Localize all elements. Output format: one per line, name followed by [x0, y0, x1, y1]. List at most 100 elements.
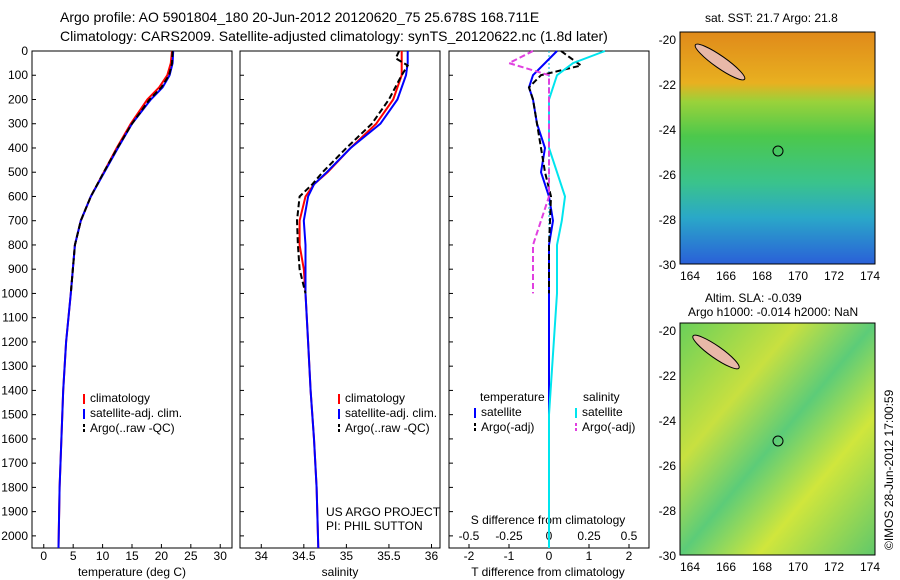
sla-map-title-2: Argo h1000: -0.014 h2000: NaN [688, 305, 858, 319]
sst-lat--24: -24 [659, 123, 677, 137]
sal-tick-36: 36 [425, 549, 439, 563]
sal-tick-34: 34 [255, 549, 269, 563]
depth-tick-0: 0 [21, 44, 28, 58]
sal-tick-35.5: 35.5 [377, 549, 401, 563]
depth-tick-1600: 1600 [1, 432, 28, 446]
sla-lat--22: -22 [659, 369, 677, 383]
diff-tick--2: -2 [464, 549, 475, 563]
temp-series-1 [57, 50, 175, 549]
depth-tick-2000: 2000 [1, 529, 28, 543]
temp-legend-1: satellite-adj. clim. [90, 406, 182, 420]
sst-map: sat. SST: 21.7 Argo: 21.8 164 166 168 170 17… [659, 11, 881, 283]
diff-top-tick--0.5: -0.5 [459, 529, 480, 543]
sst-lon-170: 170 [788, 269, 808, 283]
sla-axis-ticks: 164 166 168 170 172 174 -20 -22 -24 -26 -28 -30 [659, 324, 881, 574]
sal-legend-2: Argo(..raw -QC) [345, 421, 430, 435]
header-line2: Climatology: CARS2009. Satellite-adjuste… [60, 28, 608, 44]
diff-tick-1: 1 [586, 549, 593, 563]
sal-xlabel: salinity [322, 565, 359, 579]
sla-lat--24: -24 [659, 414, 677, 428]
depth-tick-900: 900 [8, 262, 28, 276]
temp-tick-15: 15 [125, 549, 139, 563]
sst-map-frame [679, 31, 876, 265]
diff-top-tick--0.25: -0.25 [495, 529, 523, 543]
sal-tick-35: 35 [340, 549, 354, 563]
diff-legend-t-1: Argo(-adj) [481, 420, 534, 434]
sst-lat--30: -30 [659, 258, 677, 272]
sla-map: Altim. SLA: -0.039 Argo h1000: -0.014 h2… [659, 291, 881, 574]
depth-tick-1900: 1900 [1, 505, 28, 519]
diff-legend-s-title: salinity [583, 390, 620, 404]
sla-lat--30: -30 [659, 549, 677, 563]
diff-series-2 [548, 50, 606, 548]
temp-tick-25: 25 [184, 549, 198, 563]
sst-field [680, 32, 875, 264]
sst-lat--28: -28 [659, 213, 677, 227]
temp-tick-20: 20 [155, 549, 169, 563]
header-line1: Argo profile: AO 5901804_180 20-Jun-2012… [60, 9, 539, 25]
sla-field [680, 323, 875, 555]
depth-tick-1500: 1500 [1, 408, 28, 422]
diff-top-tick-0.5: 0.5 [621, 529, 638, 543]
diff-tick--1: -1 [504, 549, 515, 563]
diff-top-tick-0.25: 0.25 [577, 529, 601, 543]
sst-lon-166: 166 [716, 269, 736, 283]
sla-lat--28: -28 [659, 504, 677, 518]
temp-tick-10: 10 [96, 549, 110, 563]
diff-tick-2: 2 [626, 549, 633, 563]
us-argo-project-note: US ARGO PROJECT [326, 505, 441, 519]
depth-tick-800: 800 [8, 238, 28, 252]
sst-lat--20: -20 [659, 33, 677, 47]
depth-tick-500: 500 [8, 165, 28, 179]
argo-location-marker [772, 145, 784, 157]
depth-tick-1300: 1300 [1, 359, 28, 373]
new-caledonia-landmass-2 [692, 334, 740, 370]
profile-panels: 0100200300400500600700800900100011001200… [1, 44, 650, 579]
diff-series-1 [527, 50, 584, 294]
sla-map-title-1: Altim. SLA: -0.039 [705, 291, 802, 305]
sst-lon-174: 174 [860, 269, 880, 283]
sla-lon-170: 170 [788, 560, 808, 574]
new-caledonia-landmass [694, 43, 746, 81]
diff-legend-s-0: satellite [582, 405, 623, 419]
depth-tick-1000: 1000 [1, 286, 28, 300]
temp-series-0 [57, 50, 173, 549]
depth-tick-1700: 1700 [1, 456, 28, 470]
depth-tick-600: 600 [8, 189, 28, 203]
sla-lon-174: 174 [860, 560, 880, 574]
sla-map-frame [679, 322, 876, 556]
diff-legend-s-1: Argo(-adj) [582, 420, 635, 434]
diff-xlabel: T difference from climatology [471, 565, 625, 579]
depth-tick-1800: 1800 [1, 480, 28, 494]
panel-frame-2 [239, 50, 441, 549]
sst-axis-ticks: 164 166 168 170 172 174 -20 -22 -24 -26 -28 -30 [659, 33, 881, 283]
temp-tick-0: 0 [40, 549, 47, 563]
sst-lat--22: -22 [659, 78, 677, 92]
sla-lat--26: -26 [659, 459, 677, 473]
sst-lon-164: 164 [680, 269, 700, 283]
temp-legend-0: climatology [90, 391, 150, 405]
depth-tick-200: 200 [8, 92, 28, 106]
depth-tick-300: 300 [8, 117, 28, 131]
sst-lat--26: -26 [659, 168, 677, 182]
depth-tick-700: 700 [8, 214, 28, 228]
temp-xlabel: temperature (deg C) [78, 565, 186, 579]
temp-legend-2: Argo(..raw -QC) [90, 421, 175, 435]
sal-legend-1: satellite-adj. clim. [345, 406, 437, 420]
diff-series-0 [527, 50, 558, 548]
temp-tick-5: 5 [70, 549, 77, 563]
depth-tick-1100: 1100 [2, 311, 28, 325]
sst-lon-168: 168 [752, 269, 772, 283]
diff-legend-t-title: temperature [480, 390, 545, 404]
pi-note: PI: PHIL SUTTON [326, 519, 423, 533]
sal-series-2 [295, 50, 410, 294]
sla-lon-168: 168 [752, 560, 772, 574]
sst-lon-172: 172 [824, 269, 844, 283]
imos-side-label: ©IMOS 28-Jun-2012 17:00:59 [882, 389, 896, 550]
depth-tick-100: 100 [8, 68, 28, 82]
diff-series-3 [506, 50, 550, 294]
sla-lon-164: 164 [680, 560, 700, 574]
depth-tick-1400: 1400 [1, 383, 28, 397]
argo-location-marker-2 [772, 435, 784, 447]
